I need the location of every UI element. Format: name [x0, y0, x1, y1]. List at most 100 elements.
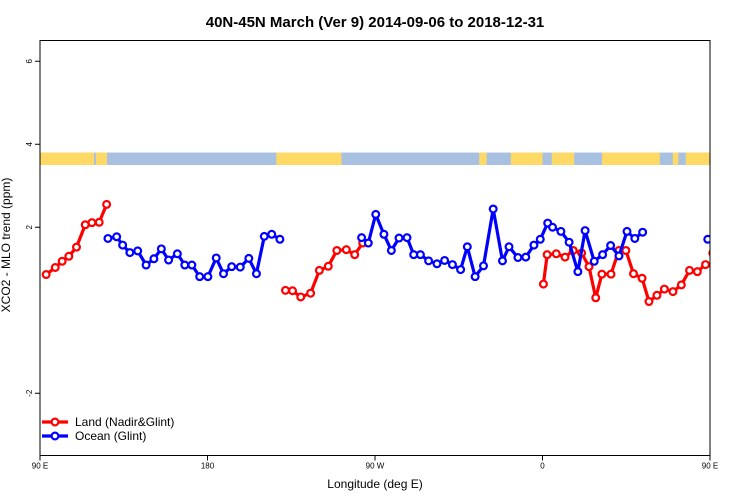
series-1-point — [535, 234, 545, 244]
series-0-point — [350, 250, 360, 260]
series-1-point — [529, 240, 539, 250]
series-0-point — [676, 280, 686, 290]
series-1-point — [456, 265, 466, 275]
series-0-point — [637, 273, 647, 283]
series-1-point — [488, 204, 498, 214]
chart-title: 40N-45N March (Ver 9) 2014-09-06 to 2018… — [206, 14, 545, 31]
series-1-point — [394, 233, 404, 243]
x-tick-label: 90 E — [702, 462, 718, 471]
series-0-point — [652, 290, 662, 300]
series-1-point — [219, 269, 229, 279]
series-1-point — [259, 231, 269, 241]
legend-marker-1 — [50, 431, 60, 441]
series-1-point — [497, 256, 507, 266]
series-0-point — [57, 256, 67, 266]
y-tick-label: 6 — [25, 58, 34, 63]
series-1-point — [141, 260, 151, 270]
series-1-point — [275, 234, 285, 244]
top-right-margin — [710, 0, 750, 40]
series-0-point — [551, 249, 561, 259]
series-1-point — [172, 249, 182, 259]
series-1-point — [112, 232, 122, 242]
series-1-point — [432, 259, 442, 269]
series-1-point — [564, 237, 574, 247]
x-tick-label: 90 W — [366, 462, 385, 471]
series-1-point — [573, 267, 583, 277]
series-0-point — [668, 287, 678, 297]
series-1-point — [440, 255, 450, 265]
series-1-point — [447, 260, 457, 270]
land-ocean-mask — [40, 152, 710, 165]
series-1-point — [614, 251, 624, 261]
series-0-point — [701, 260, 711, 270]
legend-label-0: Land (Nadir&Glint) — [75, 415, 174, 429]
series-0-point — [87, 218, 97, 228]
series-0-point — [560, 252, 570, 262]
series-1-point — [606, 241, 616, 251]
series-1-point — [548, 222, 558, 232]
series-1-point — [125, 248, 135, 258]
series-1-point — [513, 253, 523, 263]
series-1-point — [363, 238, 373, 248]
series-1-point — [251, 269, 261, 279]
series-1-point — [415, 250, 425, 260]
x-tick-label: 0 — [540, 462, 545, 471]
series-0-point — [102, 199, 112, 209]
series-0-point — [606, 269, 616, 279]
x-tick-label: 180 — [201, 462, 215, 471]
series-0-point — [542, 250, 552, 260]
series-1-point — [556, 226, 566, 236]
series-0-point — [296, 292, 306, 302]
series-0-line-1 — [285, 242, 365, 299]
series-1-point — [103, 233, 113, 243]
series-1-point — [149, 254, 159, 264]
series-0-point — [685, 265, 695, 275]
series-0-point — [584, 262, 594, 272]
series-0-point — [314, 265, 324, 275]
series-1-point — [589, 256, 599, 266]
y-tick-label: 4 — [25, 141, 34, 146]
land-band-2 — [276, 152, 342, 165]
series-1-point — [244, 253, 254, 263]
series-0-point — [41, 270, 51, 280]
series-1-point — [180, 260, 190, 270]
series-1-point — [267, 229, 277, 239]
series-1-point — [133, 246, 143, 256]
series-0-point — [332, 245, 342, 255]
series-1-point — [504, 242, 514, 252]
series-0-point — [50, 263, 60, 273]
series-1-point — [195, 272, 205, 282]
series-1-point — [118, 240, 128, 250]
series-1-point — [470, 272, 480, 282]
series-0-point — [644, 297, 654, 307]
legend: Land (Nadir&Glint)Ocean (Glint) — [42, 415, 174, 443]
series-1-point — [638, 227, 648, 237]
series-0-point — [629, 269, 639, 279]
series-0-point — [659, 284, 669, 294]
series-1-point — [479, 261, 489, 271]
series-1-point — [630, 233, 640, 243]
series-1-point — [462, 242, 472, 252]
series-0-point — [621, 245, 631, 255]
land-band-7 — [672, 152, 679, 165]
series-0-point — [341, 245, 351, 255]
land-band-5 — [551, 152, 575, 165]
land-band-6 — [602, 152, 660, 165]
land-band-4 — [510, 152, 543, 165]
land-band-3 — [479, 152, 487, 165]
x-axis-label: Longitude (deg E) — [327, 477, 422, 491]
series-1-line-1 — [360, 207, 644, 279]
series-1-point — [156, 244, 166, 254]
series-1-point — [580, 226, 590, 236]
series-0-point — [64, 251, 74, 261]
series-0-point — [288, 286, 298, 296]
series-1-point — [211, 253, 221, 263]
right-margin — [710, 0, 750, 500]
land-band-1 — [95, 152, 107, 165]
series-1-point — [622, 226, 632, 236]
series-0-point — [94, 217, 104, 227]
series-0-point — [71, 242, 81, 252]
series-1-point — [357, 233, 367, 243]
y-tick-label: 2 — [25, 224, 34, 229]
series-0-point — [323, 261, 333, 271]
